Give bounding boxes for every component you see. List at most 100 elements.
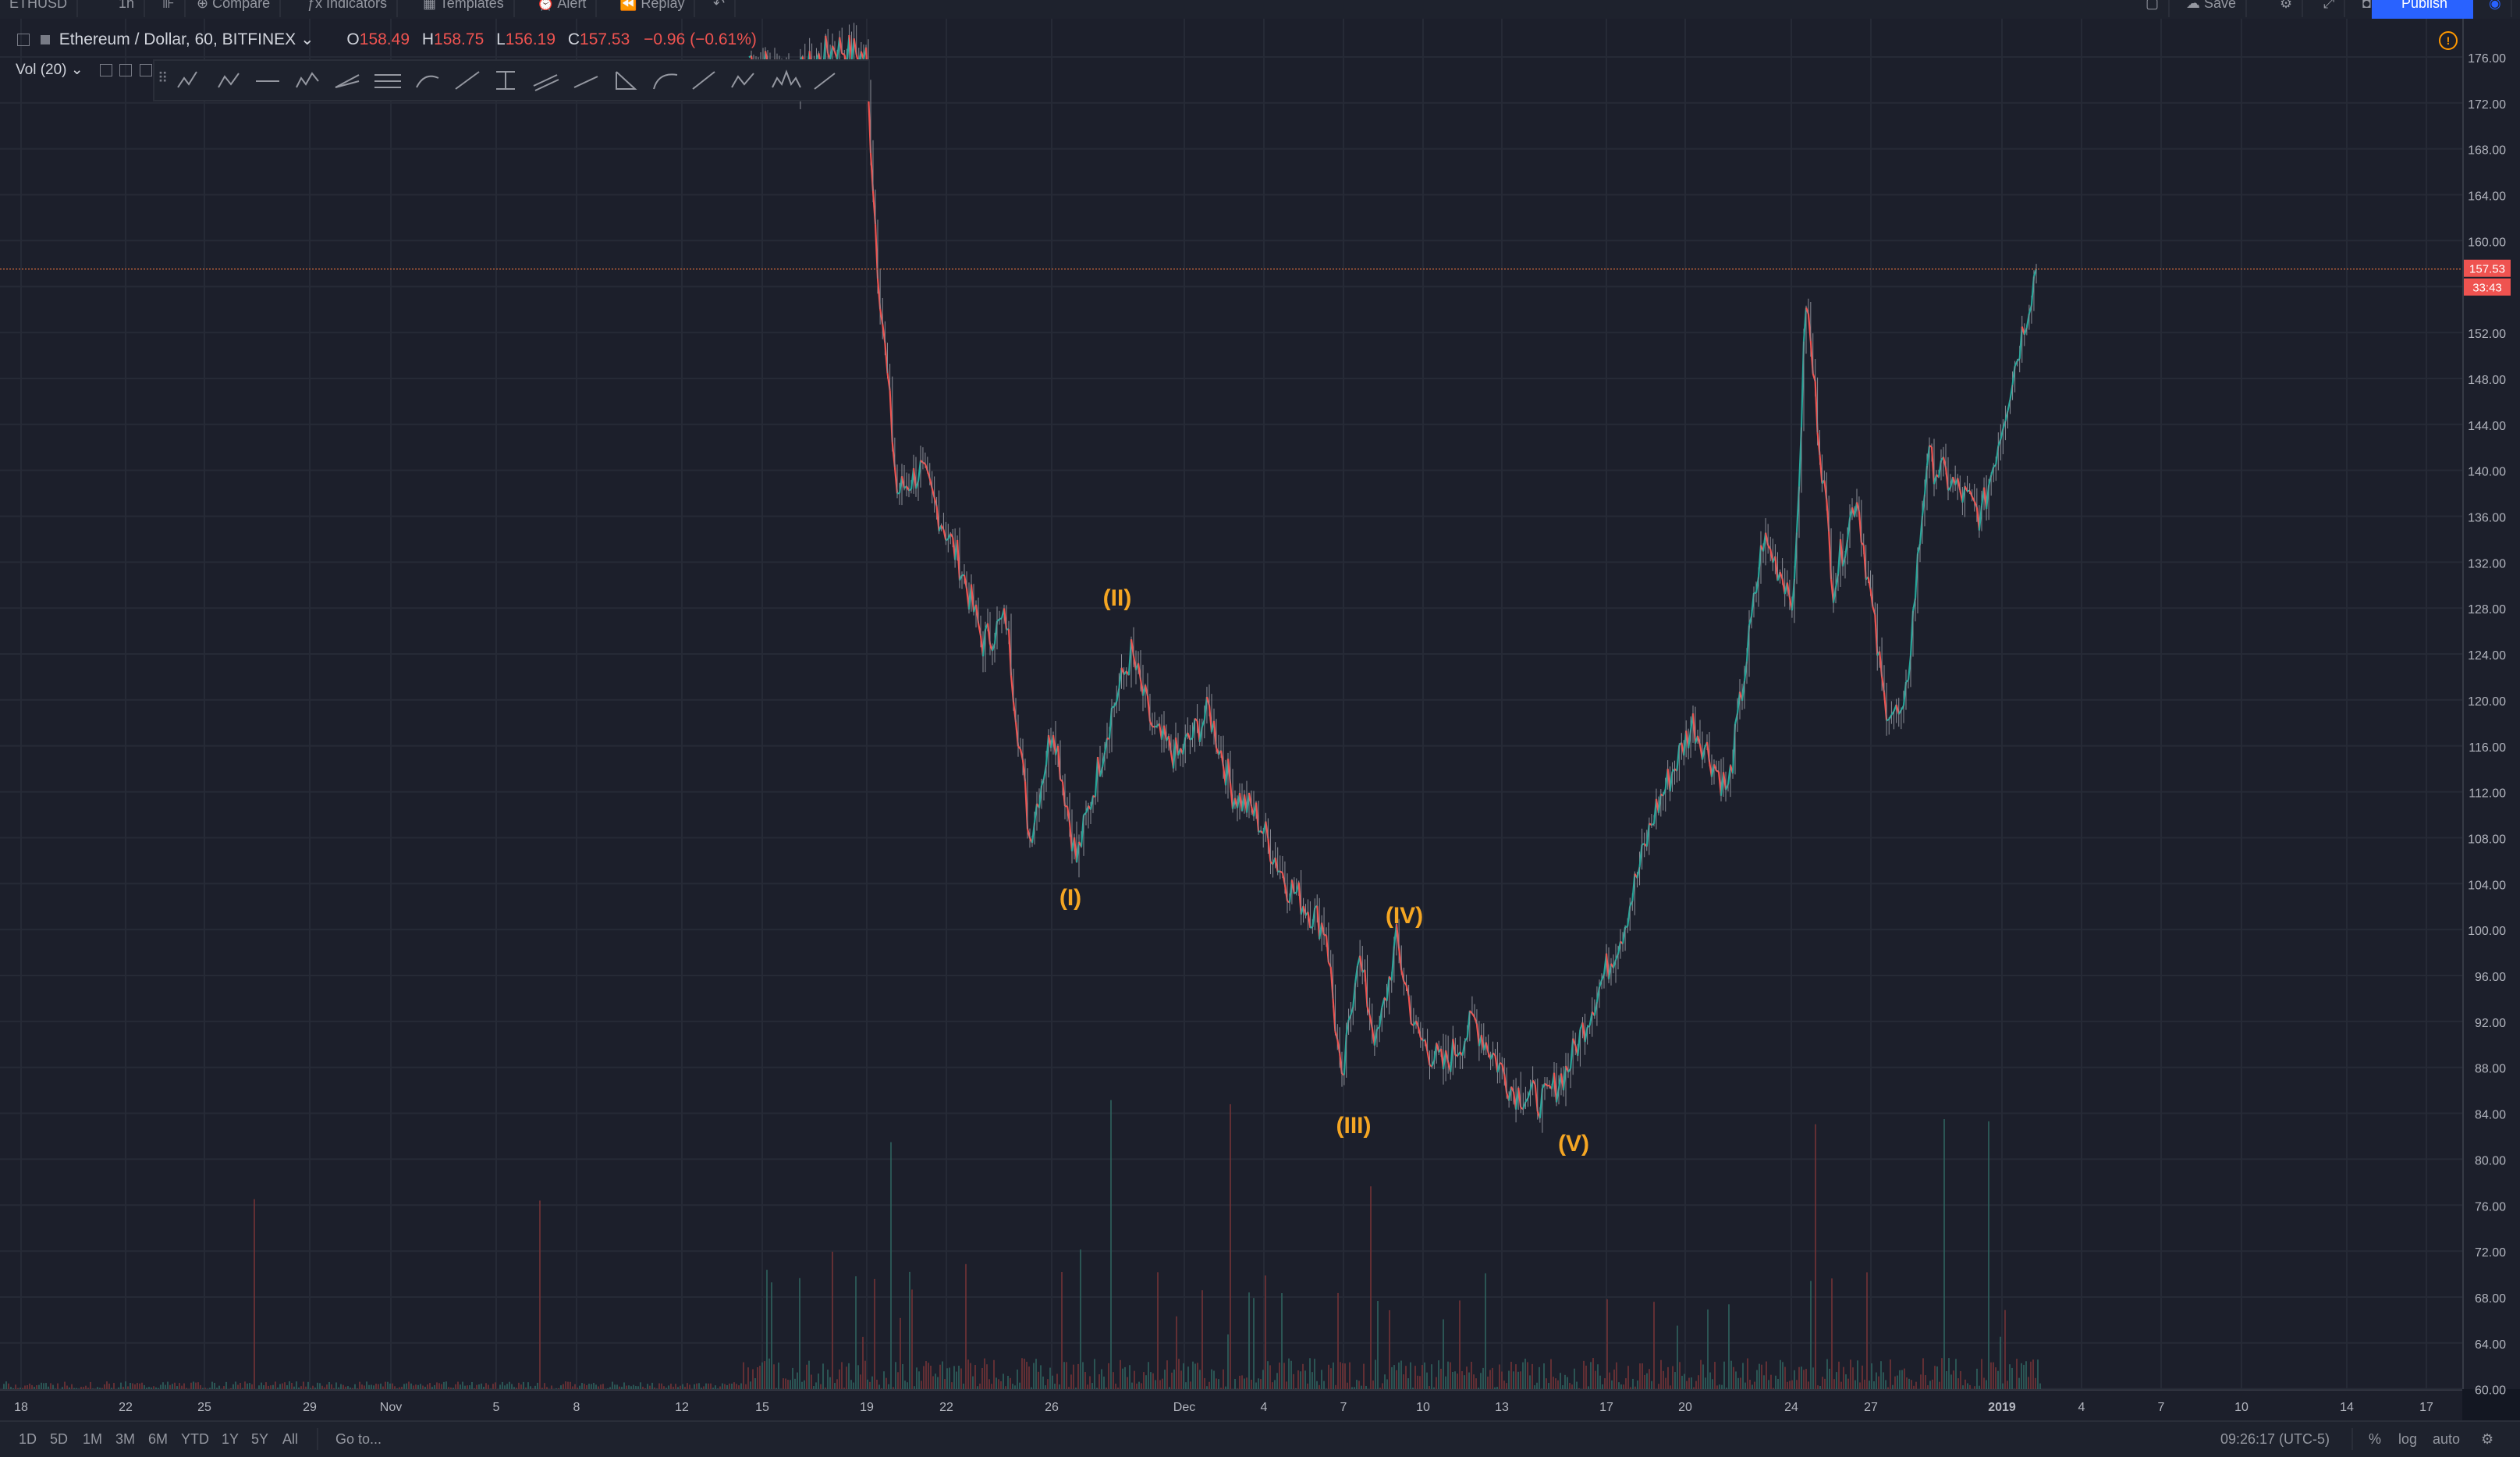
volume-bar	[303, 1381, 304, 1389]
volume-bar	[2032, 1359, 2034, 1389]
volume-bar	[1304, 1370, 1306, 1389]
elliott-wave-icon[interactable]	[296, 73, 318, 87]
settings-small-icon[interactable]	[119, 64, 132, 76]
volume-bar	[974, 1365, 976, 1389]
volume-bar	[460, 1384, 461, 1389]
head-shoulders-icon[interactable]	[772, 72, 800, 87]
range-1d[interactable]: 1D	[19, 1431, 37, 1448]
percent-scale-toggle[interactable]: %	[2369, 1431, 2381, 1448]
price-tick-label: 60.00	[2475, 1384, 2506, 1398]
volume-bar	[1976, 1369, 1978, 1389]
clock-timezone[interactable]: 09:26:17 (UTC-5)	[2220, 1431, 2330, 1448]
range-3m[interactable]: 3M	[115, 1431, 135, 1448]
volume-bar	[5, 1381, 7, 1389]
volume-bar	[633, 1385, 634, 1389]
triangle-icon[interactable]	[616, 72, 635, 89]
time-tick-label: 4	[2078, 1401, 2085, 1414]
volume-bar	[2035, 1378, 2036, 1389]
volume-bar	[953, 1366, 955, 1389]
abc-pattern-icon[interactable]	[218, 73, 239, 87]
volume-bar	[687, 1383, 688, 1389]
volume-bar	[478, 1384, 480, 1389]
range-5y[interactable]: 5Y	[251, 1431, 268, 1448]
range-ytd[interactable]: YTD	[181, 1431, 209, 1448]
collapse-icon[interactable]	[17, 34, 30, 46]
arrow-icon[interactable]	[693, 72, 715, 89]
volume-bar	[1588, 1386, 1589, 1389]
volume-bar	[457, 1382, 459, 1389]
volume-bar	[1726, 1388, 1727, 1389]
range-all[interactable]: All	[282, 1431, 298, 1448]
log-scale-toggle[interactable]: log	[2398, 1431, 2417, 1448]
range-6m[interactable]: 6M	[148, 1431, 168, 1448]
volume-bar	[1246, 1377, 1248, 1389]
trend-line-icon[interactable]	[456, 72, 479, 89]
volume-bar	[1239, 1376, 1240, 1389]
time-tick-label: 12	[675, 1401, 689, 1414]
volume-bar	[1129, 1365, 1130, 1389]
ruler-icon[interactable]	[815, 73, 835, 89]
change-value: −0.96 (−0.61%)	[644, 30, 757, 48]
auto-scale-toggle[interactable]: auto	[2433, 1431, 2460, 1448]
volume-bar	[658, 1384, 660, 1389]
volume-bar	[240, 1383, 241, 1389]
volume-bar	[787, 1380, 789, 1389]
volume-bar	[64, 1382, 66, 1389]
volume-bar	[1883, 1372, 1884, 1389]
volume-bar	[1485, 1274, 1486, 1389]
volume-bar	[869, 1382, 871, 1389]
brush-icon[interactable]	[417, 76, 438, 87]
volume-bar	[532, 1388, 534, 1389]
volume-legend[interactable]: Vol (20) ⌄	[16, 61, 152, 79]
gear-icon[interactable]: ⚙	[2481, 1431, 2493, 1448]
volume-bar	[1335, 1385, 1336, 1389]
eye-icon[interactable]	[100, 64, 112, 76]
volume-bar	[1777, 1379, 1779, 1389]
volume-bar	[1316, 1381, 1318, 1389]
wxy-pattern-icon[interactable]	[732, 73, 754, 87]
volume-bar	[1967, 1383, 1968, 1389]
volume-bar	[804, 1381, 805, 1389]
volume-bar	[183, 1384, 185, 1389]
volume-bar	[848, 1363, 850, 1389]
volume-bar	[1445, 1377, 1446, 1389]
warning-icon[interactable]: !	[2439, 31, 2458, 50]
volume-bar	[286, 1385, 288, 1389]
volume-bar	[635, 1386, 637, 1389]
volume-bar	[1831, 1278, 1833, 1389]
range-5d[interactable]: 5D	[50, 1431, 68, 1448]
parallel-channel-icon[interactable]	[534, 75, 559, 91]
volume-bar	[181, 1386, 183, 1389]
volume-bar	[516, 1388, 517, 1389]
range-1y[interactable]: 1Y	[222, 1431, 239, 1448]
fib-fan-icon[interactable]	[335, 75, 359, 87]
volume-bar	[609, 1387, 611, 1389]
fib-retracement-icon[interactable]	[374, 75, 401, 87]
volume-bar	[1429, 1386, 1430, 1389]
symbol-title[interactable]: Ethereum / Dollar, 60, BITFINEX	[59, 30, 296, 48]
volume-bar	[1904, 1369, 1905, 1389]
extended-line-icon[interactable]	[574, 76, 598, 87]
dropdown-icon[interactable]: ⌄	[296, 30, 314, 48]
drag-handle-icon[interactable]: ⠿	[158, 70, 168, 87]
volume-bar	[1880, 1361, 1882, 1389]
volume-bar	[754, 1378, 756, 1389]
goto-button[interactable]: Go to...	[335, 1431, 382, 1448]
volume-bar	[1817, 1385, 1819, 1389]
volume-bar	[1637, 1381, 1638, 1389]
close-small-icon[interactable]	[140, 64, 152, 76]
date-range-icon[interactable]	[496, 72, 515, 89]
price-chart[interactable]: 176.00172.00168.00164.00160.00156.00152.…	[0, 0, 2520, 1420]
volume-bar	[1906, 1377, 1908, 1389]
volume-bar	[1073, 1365, 1074, 1389]
range-1m[interactable]: 1M	[83, 1431, 102, 1448]
volume-bar	[144, 1385, 145, 1389]
volume-bar	[1508, 1371, 1510, 1389]
volume-bar	[52, 1385, 54, 1389]
volume-bar	[162, 1382, 164, 1389]
abcd-pattern-icon[interactable]	[178, 72, 197, 87]
volume-bar	[736, 1384, 737, 1389]
arc-icon[interactable]	[654, 74, 677, 89]
volume-bar	[1885, 1380, 1886, 1389]
volume-bar	[834, 1383, 836, 1389]
